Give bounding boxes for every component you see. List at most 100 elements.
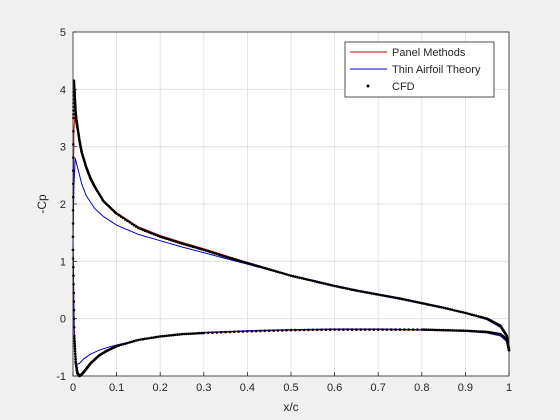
- cfd-point: [422, 328, 426, 331]
- cfd-point: [350, 328, 354, 331]
- x-tick-label: 0: [70, 382, 76, 394]
- cfd-point: [130, 222, 134, 226]
- cfd-point: [261, 266, 265, 269]
- cfd-point: [263, 329, 267, 333]
- cfd-point: [154, 233, 158, 237]
- cfd-point: [145, 230, 149, 233]
- cfd-point: [359, 328, 363, 331]
- cfd-point: [139, 338, 142, 341]
- x-tick-label: 0.9: [458, 382, 473, 394]
- cfd-point: [350, 288, 354, 292]
- cfd-point: [311, 328, 315, 332]
- cfd-point: [121, 216, 125, 220]
- cfd-point: [363, 290, 367, 294]
- cfd-point: [74, 355, 77, 358]
- cfd-point: [189, 332, 192, 336]
- cfd-point: [381, 294, 384, 297]
- cfd-point: [392, 296, 395, 299]
- cfd-point: [411, 300, 415, 303]
- cfd-point: [200, 331, 203, 335]
- cfd-point: [444, 328, 448, 332]
- cfd-point: [119, 215, 123, 218]
- cfd-point: [134, 225, 138, 228]
- x-tick-label: 0.6: [327, 382, 342, 394]
- cfd-point: [464, 311, 467, 315]
- cfd-point: [163, 334, 166, 338]
- cfd-point: [287, 273, 291, 277]
- cfd-point: [411, 328, 415, 331]
- cfd-point: [169, 334, 173, 337]
- cfd-point: [73, 342, 76, 345]
- cfd-point: [379, 293, 382, 297]
- cfd-point: [191, 332, 195, 335]
- cfd-point: [403, 298, 406, 301]
- x-tick-label: 1: [506, 382, 512, 394]
- cfd-point: [145, 337, 149, 340]
- cfd-point: [219, 254, 223, 257]
- cfd-point: [387, 295, 391, 298]
- cfd-point: [161, 334, 164, 338]
- cfd-point: [274, 270, 278, 273]
- cfd-point: [246, 261, 249, 265]
- cfd-point: [352, 288, 356, 292]
- cfd-point: [403, 328, 406, 331]
- cfd-point: [359, 290, 363, 293]
- cfd-point: [344, 287, 347, 290]
- x-axis-label: x/c: [283, 400, 298, 414]
- cfd-point: [429, 328, 432, 332]
- cfd-point: [154, 335, 158, 339]
- cfd-point: [213, 252, 216, 255]
- cfd-point: [117, 344, 121, 347]
- cfd-point: [437, 305, 441, 309]
- cfd-point: [472, 329, 476, 333]
- cfd-point: [72, 113, 75, 116]
- cfd-point: [361, 290, 365, 294]
- y-tick-label: -1: [56, 371, 66, 383]
- cfd-point: [437, 328, 441, 332]
- cfd-point: [320, 328, 323, 332]
- cfd-point: [272, 329, 275, 332]
- cfd-point: [409, 299, 413, 303]
- y-tick-label: 0: [60, 314, 66, 326]
- cfd-point: [435, 328, 439, 332]
- cfd-point: [193, 246, 197, 249]
- cfd-point: [475, 314, 478, 318]
- y-tick-label: 3: [60, 142, 66, 154]
- cfd-point: [405, 298, 408, 302]
- cfd-point: [294, 328, 297, 332]
- cfd-point: [124, 218, 127, 221]
- cfd-point: [333, 328, 336, 331]
- cfd-point: [132, 223, 136, 227]
- cfd-point: [337, 328, 341, 331]
- cfd-point: [431, 328, 435, 332]
- cfd-point: [267, 268, 271, 271]
- cfd-point: [250, 263, 254, 266]
- cfd-point: [342, 286, 345, 290]
- cfd-point: [477, 330, 480, 333]
- cfd-point: [470, 329, 474, 333]
- cfd-point: [477, 315, 480, 318]
- cfd-point: [346, 287, 350, 291]
- cfd-point: [281, 329, 284, 332]
- cfd-point: [267, 329, 271, 333]
- cfd-point: [339, 286, 343, 289]
- cfd-point: [73, 339, 76, 343]
- cfd-point: [481, 330, 485, 333]
- cfd-point: [73, 344, 77, 348]
- cfd-point: [169, 238, 173, 242]
- cfd-point: [455, 309, 459, 313]
- cfd-point: [307, 328, 310, 332]
- cfd-point: [302, 277, 306, 281]
- cfd-point: [422, 302, 426, 305]
- cfd-point: [139, 227, 142, 231]
- cfd-point: [215, 331, 219, 334]
- cfd-point: [276, 270, 280, 274]
- cfd-point: [372, 328, 376, 331]
- cfd-point: [440, 306, 443, 309]
- y-axis-label: -Cp: [35, 194, 49, 214]
- cfd-point: [150, 231, 153, 235]
- cfd-point: [141, 228, 145, 232]
- cfd-point: [196, 332, 199, 335]
- cfd-point: [224, 255, 227, 258]
